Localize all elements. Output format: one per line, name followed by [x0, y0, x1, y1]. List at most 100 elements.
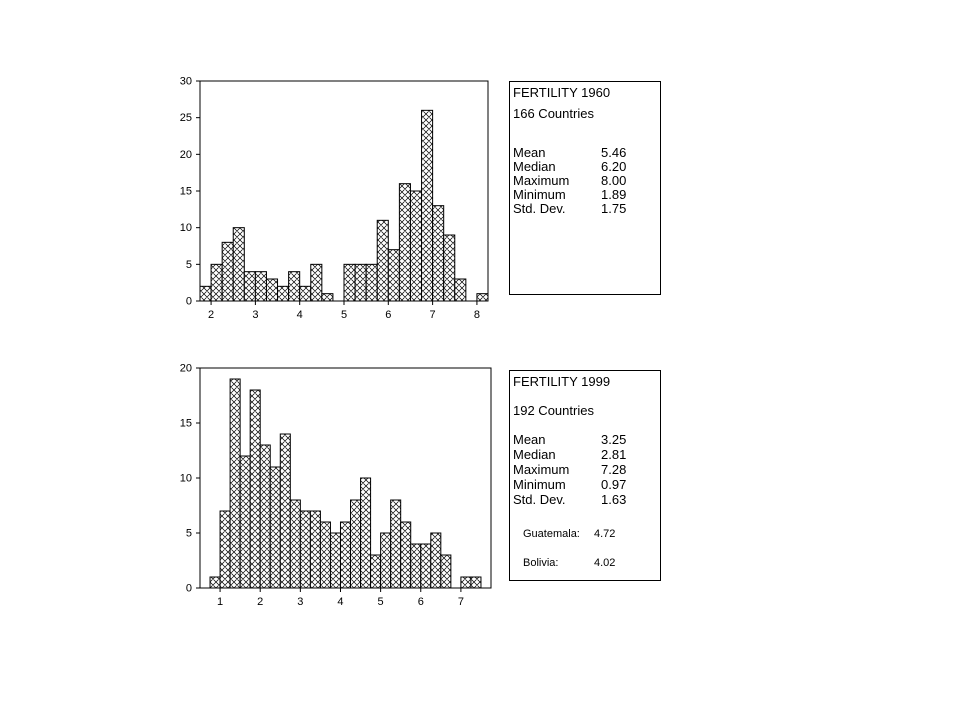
note-label: Bolivia:	[523, 557, 559, 569]
histogram-bar	[410, 543, 422, 589]
stat-label: Mean	[513, 145, 546, 160]
histogram-bar	[354, 263, 367, 302]
histogram-bar	[239, 455, 251, 589]
stat-row-std-dev: Std. Dev. 1.63	[513, 493, 626, 507]
histogram-bar	[210, 263, 223, 302]
note-label: Guatemala:	[523, 528, 580, 540]
histogram-bar	[288, 271, 301, 302]
histogram-bar	[309, 510, 321, 589]
histogram-bar	[299, 285, 312, 302]
stat-value: 1.75	[601, 201, 627, 216]
histogram-bar	[279, 433, 291, 589]
stat-label: Median	[513, 447, 556, 462]
histogram-bar	[432, 205, 445, 302]
histogram-bar	[329, 532, 341, 589]
stats-title: FERTILITY 1999	[513, 374, 611, 389]
y-tick-label: 15	[180, 186, 192, 198]
x-tick-label: 4	[297, 309, 303, 321]
x-tick-label: 7	[430, 309, 436, 321]
x-tick-label: 2	[257, 596, 263, 608]
y-tick-label: 10	[180, 222, 192, 234]
histogram-bar	[259, 444, 271, 589]
note-row-bolivia: Bolivia: 4.02	[523, 557, 615, 569]
histogram-bar	[360, 477, 372, 589]
histogram-bar	[221, 241, 234, 302]
histogram-bar	[321, 293, 334, 302]
histogram-bar	[380, 532, 392, 589]
stat-value: 7.28	[601, 462, 627, 477]
stat-value: 6.20	[601, 159, 627, 174]
histogram-bar	[430, 532, 442, 589]
histogram-bar	[420, 543, 432, 589]
stat-row-minimum: Minimum 0.97	[513, 478, 626, 492]
histogram-bar	[299, 510, 311, 589]
histogram-bar	[350, 499, 362, 589]
stats-subtitle: 192 Countries	[513, 403, 594, 418]
stat-label: Mean	[513, 432, 546, 447]
x-tick-label: 6	[385, 309, 391, 321]
stat-row-median: Median 2.81	[513, 448, 626, 462]
stat-row-mean: Mean 3.25	[513, 433, 626, 447]
x-tick-label: 8	[474, 309, 480, 321]
histogram-bar	[277, 285, 290, 302]
stat-label: Maximum	[513, 462, 570, 477]
histogram-bar	[269, 466, 281, 589]
histogram-bar	[470, 576, 482, 589]
histogram-bar	[476, 293, 489, 302]
stat-value: 3.25	[601, 432, 627, 447]
x-tick-label: 5	[378, 596, 384, 608]
note-value: 4.72	[594, 528, 616, 540]
x-tick-label: 1	[217, 596, 223, 608]
histogram-bar	[376, 219, 389, 302]
y-tick-label: 15	[180, 418, 192, 430]
histogram-bar	[387, 249, 400, 302]
histogram-bar	[339, 521, 352, 589]
histogram-bar	[365, 263, 378, 302]
y-tick-label: 10	[180, 473, 192, 485]
stat-row-median: Median 6.20	[513, 160, 626, 174]
stat-row-mean: Mean 5.46	[513, 146, 626, 160]
x-tick-label: 6	[418, 596, 424, 608]
histogram-bar	[243, 271, 256, 302]
y-tick-label: 30	[180, 76, 192, 88]
histogram-bar	[229, 378, 241, 589]
y-tick-label: 5	[186, 259, 192, 271]
note-row-guatemala: Guatemala: 4.72	[523, 528, 615, 540]
stats-subtitle: 166 Countries	[513, 106, 594, 121]
y-tick-label: 5	[186, 528, 192, 540]
y-tick-label: 25	[180, 112, 192, 124]
histogram-bar	[460, 576, 472, 589]
histogram-bar	[409, 190, 423, 302]
histogram-1999: 0 5 10 15 20 1 2 3 4 5 6 7	[180, 363, 492, 608]
x-tick-label: 5	[341, 309, 347, 321]
stat-row-std-dev: Std. Dev. 1.75	[513, 202, 626, 216]
y-tick-label: 0	[186, 583, 192, 595]
histogram-bar	[289, 499, 301, 589]
histogram-bar	[199, 285, 212, 302]
stat-label: Std. Dev.	[513, 492, 566, 507]
x-tick-label: 4	[337, 596, 343, 608]
stat-label: Std. Dev.	[513, 201, 566, 216]
histogram-bar	[454, 278, 467, 302]
x-tick-label: 2	[208, 309, 214, 321]
y-tick-label: 0	[186, 296, 192, 308]
stat-value: 5.46	[601, 145, 627, 160]
stat-value: 0.97	[601, 477, 627, 492]
stat-value: 1.63	[601, 492, 627, 507]
note-value: 4.02	[594, 557, 616, 569]
stat-row-minimum: Minimum 1.89	[513, 188, 626, 202]
histogram-bar	[421, 109, 434, 302]
histogram-1960: 0 5 10 15 20 25 30 2 3 4 5 6 7 8	[180, 76, 489, 321]
stat-value: 2.81	[601, 447, 627, 462]
stat-row-maximum: Maximum 7.28	[513, 463, 626, 477]
stat-value: 8.00	[601, 173, 627, 188]
histogram-bar	[249, 389, 261, 589]
histogram-bar	[254, 271, 267, 302]
histogram-bar	[400, 521, 412, 589]
histogram-bar	[232, 227, 245, 302]
histogram-bar	[319, 521, 331, 589]
histogram-bar	[219, 510, 231, 589]
y-tick-label: 20	[180, 363, 192, 375]
histogram-bar	[310, 263, 323, 302]
